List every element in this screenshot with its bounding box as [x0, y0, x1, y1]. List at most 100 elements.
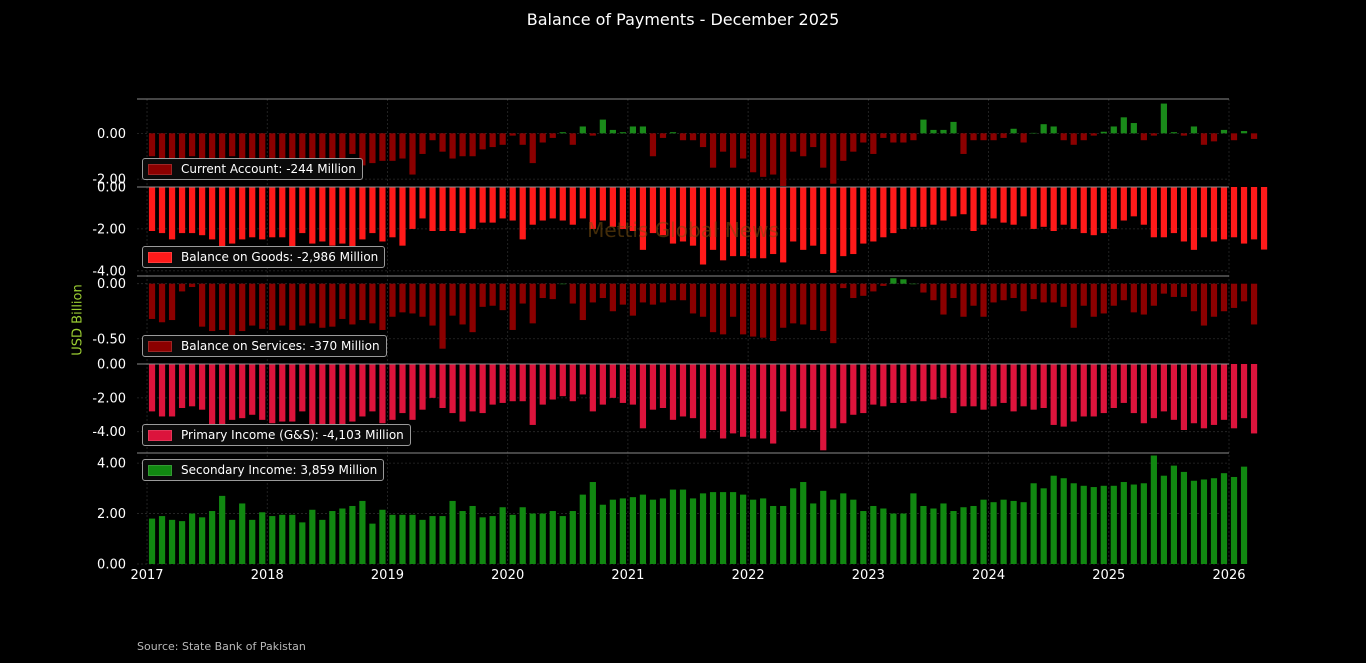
bar-primary-income [800, 364, 807, 429]
bar-primary-income [499, 364, 506, 403]
bar-secondary-income [579, 494, 586, 564]
bar-services [1100, 283, 1107, 314]
bar-services [309, 283, 316, 324]
bar-services [279, 283, 286, 326]
bar-services [1240, 283, 1248, 302]
bar-primary-income [629, 364, 637, 405]
bar-primary-income [209, 364, 216, 429]
bar-goods [950, 187, 957, 217]
legend-swatch-primary-income [148, 429, 172, 441]
bar-primary-income [760, 364, 767, 439]
bar-goods [369, 187, 376, 234]
bar-services [539, 283, 546, 299]
bar-goods [1200, 187, 1208, 238]
bar-current-account [920, 119, 927, 134]
bar-goods [870, 187, 877, 242]
bar-secondary-income [790, 488, 797, 564]
bar-secondary-income [419, 519, 426, 564]
bar-current-account [740, 133, 747, 159]
legend-primary-income: Primary Income (G&S): -4,103 Million [142, 424, 411, 446]
bar-current-account [1170, 132, 1178, 134]
bar-goods [940, 187, 947, 221]
bar-secondary-income [1100, 485, 1107, 564]
bar-primary-income [269, 364, 276, 424]
bar-primary-income [1010, 364, 1017, 412]
bar-current-account [209, 133, 216, 166]
bar-secondary-income [1220, 473, 1228, 564]
bar-current-account [930, 129, 937, 134]
bar-primary-income [279, 364, 286, 422]
bar-primary-income [389, 364, 396, 420]
bar-primary-income [920, 364, 927, 402]
bar-secondary-income [689, 498, 697, 564]
bar-current-account [1080, 133, 1087, 141]
bar-secondary-income [609, 499, 616, 564]
bar-current-account [559, 132, 566, 134]
bar-goods [1130, 187, 1137, 217]
bar-secondary-income [599, 504, 606, 564]
bar-current-account [950, 121, 957, 134]
bar-current-account [289, 133, 296, 164]
bar-current-account [148, 133, 156, 157]
bar-current-account [419, 133, 426, 154]
bar-goods [199, 187, 206, 236]
bar-secondary-income [178, 521, 186, 564]
legend-label-primary-income: Primary Income (G&S): -4,103 Million [181, 428, 404, 442]
bar-secondary-income [209, 511, 216, 564]
x-tick-label: 2022 [732, 568, 765, 583]
bar-secondary-income [990, 502, 997, 564]
bar-current-account [860, 133, 867, 143]
bar-goods [699, 187, 707, 265]
bar-secondary-income [1230, 476, 1238, 564]
bar-services [219, 283, 226, 330]
bar-current-account [1050, 126, 1057, 134]
bar-current-account [900, 133, 907, 143]
bar-secondary-income [289, 514, 296, 564]
bar-secondary-income [1000, 499, 1007, 564]
bar-services [1040, 283, 1047, 303]
bar-services [950, 283, 957, 299]
bar-current-account [1040, 124, 1047, 134]
bar-goods [689, 187, 697, 246]
bar-primary-income [1110, 364, 1117, 408]
bar-goods [669, 187, 677, 244]
bar-goods [629, 187, 637, 231]
bar-services [840, 283, 847, 289]
bar-services [259, 283, 266, 329]
bar-primary-income [649, 364, 657, 410]
bar-goods [1220, 187, 1228, 240]
legend-secondary-income: Secondary Income: 3,859 Million [142, 459, 385, 481]
bar-services [1210, 283, 1218, 317]
bar-current-account [519, 133, 526, 145]
bar-current-account [790, 133, 797, 152]
bar-secondary-income [279, 514, 286, 564]
bar-goods [489, 187, 496, 223]
bar-services [649, 283, 657, 305]
bar-goods [1250, 187, 1258, 240]
y-tick-label-current-account: -2.00 [92, 173, 126, 188]
bar-primary-income [519, 364, 526, 402]
bar-goods [1010, 187, 1017, 225]
bar-secondary-income [619, 498, 626, 564]
bar-current-account [609, 129, 616, 134]
bar-primary-income [1050, 364, 1057, 425]
bar-primary-income [319, 364, 326, 427]
bar-primary-income [559, 364, 566, 397]
bar-services [199, 283, 206, 327]
y-axis-label: USD Billion [70, 284, 86, 356]
bar-services [379, 283, 386, 330]
bar-services [1110, 283, 1117, 306]
bar-secondary-income [1080, 485, 1087, 564]
bar-services [770, 283, 777, 341]
bar-primary-income [860, 364, 867, 414]
bar-secondary-income [750, 499, 757, 564]
bar-current-account [219, 133, 226, 164]
bar-goods [479, 187, 486, 223]
bar-current-account [579, 126, 586, 134]
bar-secondary-income [800, 482, 807, 564]
bar-goods [1090, 187, 1097, 236]
bar-goods [599, 187, 606, 221]
bar-services [850, 283, 857, 299]
bar-secondary-income [1110, 485, 1117, 564]
bar-services [1200, 283, 1208, 326]
